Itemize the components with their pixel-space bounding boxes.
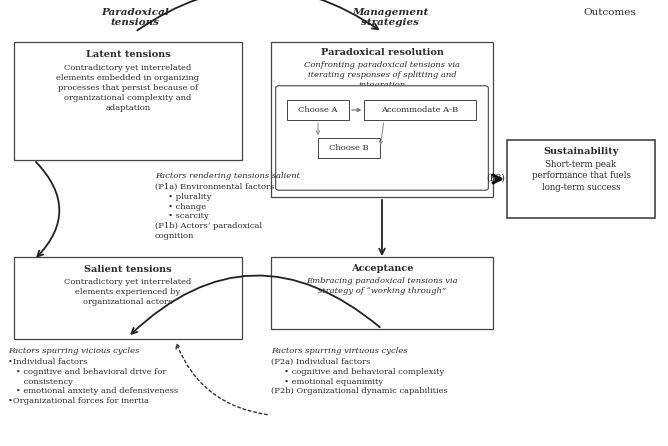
Text: Embracing paradoxical tensions via
strategy of “working through”: Embracing paradoxical tensions via strat…: [306, 277, 458, 295]
FancyBboxPatch shape: [507, 140, 655, 218]
Text: Management
strategies: Management strategies: [352, 8, 428, 27]
FancyBboxPatch shape: [276, 86, 488, 190]
Text: Choose A: Choose A: [298, 106, 338, 114]
FancyBboxPatch shape: [287, 100, 349, 120]
Text: (P2a) Individual factors
     • cognitive and behavioral complexity
     • emoti: (P2a) Individual factors • cognitive and…: [271, 358, 448, 396]
Text: Accommodate A-B: Accommodate A-B: [381, 106, 458, 114]
Text: Sustainability: Sustainability: [543, 147, 619, 156]
Text: •Individual factors
   • cognitive and behavioral drive for
      consistency
  : •Individual factors • cognitive and beha…: [8, 358, 178, 405]
Text: Contradictory yet interrelated
elements embedded in organizing
processes that pe: Contradictory yet interrelated elements …: [56, 64, 200, 112]
FancyBboxPatch shape: [364, 100, 476, 120]
FancyBboxPatch shape: [14, 42, 242, 160]
Text: Factors spurring virtuous cycles: Factors spurring virtuous cycles: [271, 347, 407, 355]
Text: Confronting paradoxical tensions via
iterating responses of splitting and
integr: Confronting paradoxical tensions via ite…: [304, 61, 460, 89]
Text: Factors rendering tensions salient: Factors rendering tensions salient: [155, 172, 300, 180]
Text: Acceptance: Acceptance: [351, 264, 413, 273]
Text: Paradoxical resolution: Paradoxical resolution: [321, 48, 444, 57]
FancyBboxPatch shape: [271, 42, 493, 197]
FancyBboxPatch shape: [271, 257, 493, 329]
FancyBboxPatch shape: [14, 257, 242, 339]
Text: Short-term peak
performance that fuels
long-term success: Short-term peak performance that fuels l…: [532, 160, 631, 192]
FancyBboxPatch shape: [318, 138, 380, 158]
Text: Outcomes: Outcomes: [584, 8, 637, 17]
Text: Contradictory yet interrelated
elements experienced by
organizational actors: Contradictory yet interrelated elements …: [64, 278, 192, 306]
Text: Factors spurring vicious cycles: Factors spurring vicious cycles: [8, 347, 139, 355]
Text: Paradoxical
tensions: Paradoxical tensions: [101, 8, 169, 27]
Text: Salient tensions: Salient tensions: [84, 265, 172, 274]
Text: (P3): (P3): [486, 173, 506, 182]
Text: Latent tensions: Latent tensions: [86, 50, 170, 59]
Text: Choose B: Choose B: [329, 144, 369, 152]
Text: (P1a) Environmental factors
     • plurality
     • change
     • scarcity
(P1b): (P1a) Environmental factors • plurality …: [155, 183, 275, 240]
